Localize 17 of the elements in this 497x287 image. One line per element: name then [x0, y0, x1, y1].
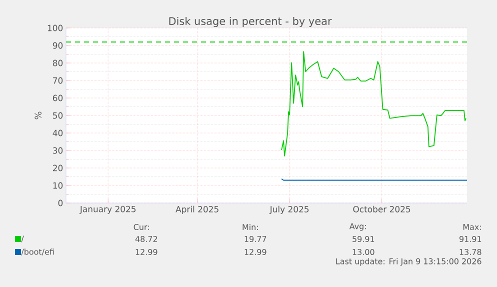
x-tick-label: October 2025 — [353, 206, 410, 212]
y-tick-label: 40 — [52, 130, 63, 136]
y-tick-label: 30 — [53, 147, 63, 154]
y-tick-label: 0 — [58, 200, 63, 206]
y-tick-label: 80 — [52, 60, 63, 66]
x-tick-label: January 2025 — [80, 206, 136, 214]
y-tick-label: 10 — [53, 182, 63, 189]
chart-title: Disk usage in percent - by year — [169, 16, 332, 28]
y-tick-label: 100 — [48, 24, 63, 32]
y-tick-label: 70 — [53, 77, 63, 84]
y-tick-label: 90 — [52, 42, 63, 49]
y-axis-title: % — [34, 112, 42, 120]
y-tick-label: 20 — [53, 164, 63, 172]
y-tick-label: 50 — [53, 112, 63, 119]
x-tick-label: April 2025 — [176, 206, 218, 214]
x-tick-label: July 2025 — [269, 206, 309, 214]
y-tick-label: 60 — [52, 94, 63, 102]
